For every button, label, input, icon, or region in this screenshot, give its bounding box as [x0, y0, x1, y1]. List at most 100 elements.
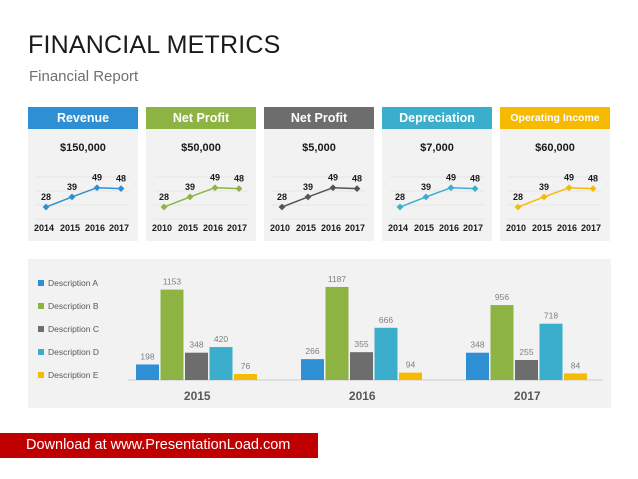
bar-value-label: 266	[305, 346, 319, 356]
sparkline-line	[163, 186, 240, 208]
metric-card: Revenue $150,000 28 2014 39 2015 49 2016 48 2017	[28, 107, 138, 241]
download-link[interactable]: Download at www.PresentationLoad.com	[0, 433, 318, 458]
sparkline-point	[304, 193, 312, 201]
sparkline-point	[42, 203, 50, 211]
bar	[160, 289, 184, 380]
sparkline-value-label: 39	[67, 182, 77, 192]
sparkline-year-label: 2015	[178, 223, 198, 233]
sparkline-value-label: 48	[588, 174, 598, 184]
sparkline-value-label: 28	[159, 192, 169, 202]
bar	[209, 347, 233, 380]
legend-swatch	[38, 349, 44, 355]
bar	[490, 305, 514, 380]
bar	[301, 359, 324, 380]
sparkline-value-label: 28	[513, 192, 523, 202]
sparkline-point	[540, 193, 548, 201]
legend-swatch	[38, 280, 44, 286]
legend-label: Description E	[48, 370, 99, 380]
bar	[564, 373, 587, 380]
sparkline-point	[278, 203, 286, 211]
metric-card: Operating Income $60,000 28 2010 39 2015 49 201…	[500, 107, 610, 241]
bar	[234, 374, 257, 380]
sparkline-value-label: 49	[210, 173, 220, 183]
sparkline-year-label: 2016	[557, 223, 577, 233]
page-title: FINANCIAL METRICS	[28, 31, 281, 59]
metric-card-amount: $150,000	[60, 142, 106, 154]
bar-value-label: 94	[406, 360, 416, 370]
page-subtitle: Financial Report	[29, 68, 139, 85]
legend-swatch	[38, 326, 44, 332]
sparkline-point	[186, 193, 194, 201]
bar-value-label: 84	[571, 360, 581, 370]
sparkline-year-label: 2016	[85, 223, 105, 233]
sparkline-value-label: 48	[116, 174, 126, 184]
sparkline-value-label: 39	[539, 182, 549, 192]
sparkline-value-label: 49	[92, 173, 102, 183]
sparkline-year-label: 2014	[34, 223, 54, 233]
sparkline-year-label: 2010	[270, 223, 290, 233]
legend-label: Description B	[48, 301, 99, 311]
metric-card-label: Revenue	[28, 107, 138, 129]
sparkline-point	[353, 185, 361, 193]
sparkline-point	[514, 203, 522, 211]
bar-chart-panel: 198 1153 348 420 76 2015 266 1187 355 666 94 2016 34…	[28, 259, 611, 408]
sparkline-year-label: 2016	[439, 223, 459, 233]
legend-label: Description A	[48, 278, 98, 288]
bar-value-label: 1153	[163, 277, 182, 287]
sparkline-value-label: 48	[234, 174, 244, 184]
sparkline-point	[211, 184, 219, 192]
sparkline-point	[160, 203, 168, 211]
sparkline-year-label: 2015	[532, 223, 552, 233]
sparkline-value-label: 39	[185, 182, 195, 192]
metric-sparkline: 28 2010 39 2015 49 2016 48 2017	[506, 173, 602, 233]
category-label: 2016	[349, 389, 376, 403]
bar	[466, 352, 489, 380]
bar-value-label: 348	[470, 340, 484, 350]
sparkline-value-label: 49	[564, 173, 574, 183]
sparkline-line	[399, 186, 476, 208]
sparkline-point	[117, 185, 125, 193]
legend-label: Description C	[48, 324, 99, 334]
category-label: 2017	[514, 389, 541, 403]
category-label: 2015	[184, 389, 211, 403]
bar-value-label: 198	[140, 351, 154, 361]
sparkline-year-label: 2014	[388, 223, 408, 233]
sparkline-point	[93, 184, 101, 192]
metric-card-label: Net Profit	[146, 107, 256, 129]
sparkline-year-label: 2010	[506, 223, 526, 233]
sparkline-year-label: 2017	[345, 223, 365, 233]
bar	[350, 352, 373, 380]
bar-value-label: 76	[241, 361, 251, 371]
metric-card-label: Net Profit	[264, 107, 374, 129]
sparkline-value-label: 48	[352, 174, 362, 184]
metric-card-amount: $5,000	[302, 142, 336, 154]
sparkline-year-label: 2017	[581, 223, 601, 233]
bar-value-label: 666	[379, 315, 393, 325]
sparkline-point	[565, 184, 573, 192]
bar	[136, 364, 159, 380]
metric-sparkline: 28 2014 39 2015 49 2016 48 2017	[388, 173, 484, 233]
sparkline-line	[517, 186, 594, 208]
metric-sparkline: 28 2010 39 2015 49 2016 48 2017	[270, 173, 366, 233]
bar	[539, 323, 563, 380]
metric-card-label: Depreciation	[382, 107, 492, 129]
sparkline-year-label: 2015	[296, 223, 316, 233]
sparkline-value-label: 28	[41, 192, 51, 202]
bar-value-label: 348	[189, 340, 203, 350]
sparkline-line	[281, 186, 358, 208]
bar-value-label: 1187	[328, 274, 347, 284]
legend-label: Description D	[48, 347, 99, 357]
sparkline-value-label: 39	[421, 182, 431, 192]
sparkline-value-label: 28	[395, 192, 405, 202]
metric-card: Net Profit $5,000 28 2010 39 2015 49 2016 48 2017	[264, 107, 374, 241]
sparkline-point	[422, 193, 430, 201]
metric-card-amount: $60,000	[535, 142, 575, 154]
sparkline-year-label: 2017	[463, 223, 483, 233]
sparkline-value-label: 39	[303, 182, 313, 192]
metric-sparkline: 28 2014 39 2015 49 2016 48 2017	[34, 173, 130, 233]
sparkline-point	[235, 185, 243, 193]
metric-sparkline: 28 2010 39 2015 49 2016 48 2017	[152, 173, 248, 233]
sparkline-year-label: 2015	[60, 223, 80, 233]
sparkline-year-label: 2010	[152, 223, 172, 233]
sparkline-point	[68, 193, 76, 201]
